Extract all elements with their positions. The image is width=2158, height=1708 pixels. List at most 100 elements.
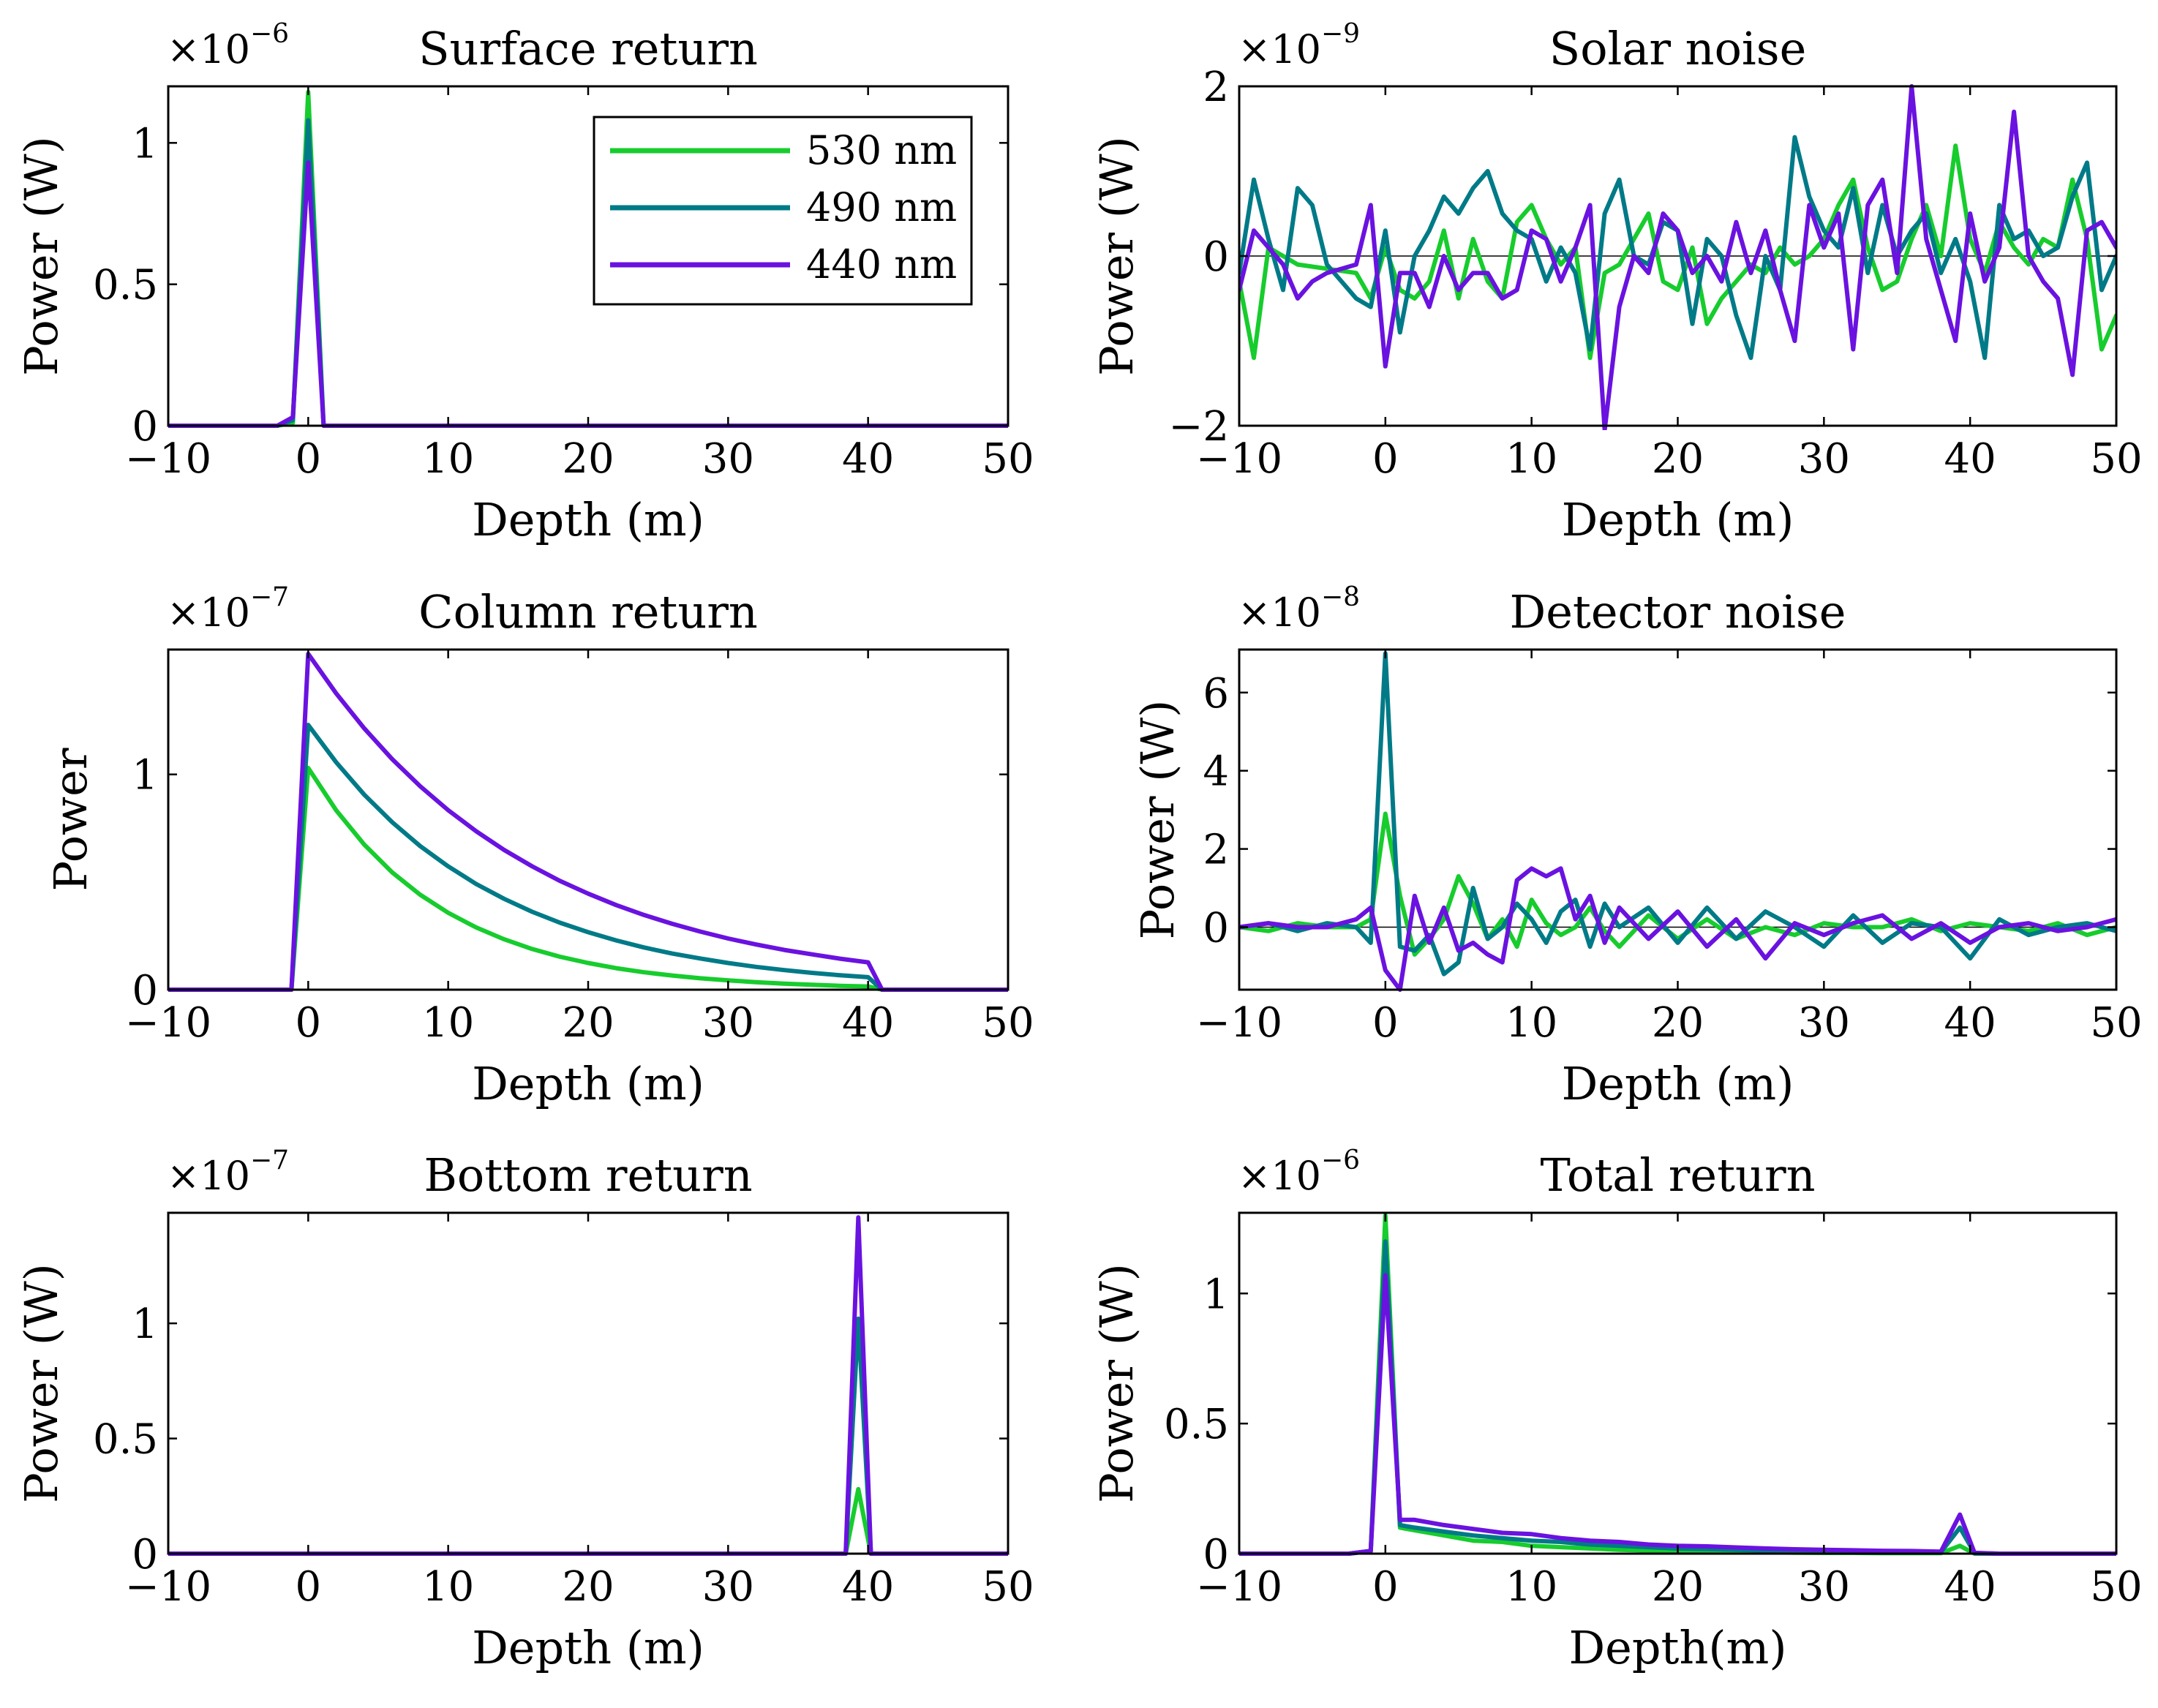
series-column-490-nm: [168, 723, 1008, 992]
y-tick-label: 4: [1203, 748, 1229, 796]
y-tick-label: 0.5: [1164, 1401, 1229, 1448]
multiplier-base: ×10: [1238, 1153, 1321, 1199]
x-axis-label: Depth (m): [1562, 1057, 1794, 1110]
x-tick-label: 10: [422, 1563, 474, 1611]
series-total-530-nm: [1239, 1213, 2116, 1556]
multiplier-exponent: −7: [250, 1145, 289, 1175]
x-tick-label: 30: [1798, 999, 1850, 1047]
axis-multiplier: ×10 −7: [167, 582, 289, 636]
y-axis-label: Power (W): [1131, 700, 1184, 940]
series-detector-440-nm: [1239, 866, 2116, 992]
axis-multiplier: ×10 −7: [167, 1145, 289, 1199]
x-tick-label: 20: [562, 1563, 614, 1611]
series-solar-440-nm: [1239, 84, 2116, 430]
x-tick-label: 40: [1944, 435, 1996, 483]
multiplier-base: ×10: [1238, 590, 1321, 636]
x-tick-label: −10: [125, 999, 211, 1047]
multiplier-base: ×10: [1238, 26, 1321, 72]
x-tick-label: 10: [1505, 435, 1557, 483]
y-tick-label: 1: [132, 120, 158, 168]
y-tick-label: −2: [1168, 403, 1229, 451]
y-tick-label: 2: [1203, 827, 1229, 874]
x-tick-label: 50: [982, 435, 1034, 483]
y-tick-label: 6: [1203, 670, 1229, 718]
multiplier-base: ×10: [167, 1153, 250, 1199]
x-tick-label: 10: [1505, 999, 1557, 1047]
y-axis-label: Power (W): [15, 1263, 68, 1503]
legend-label: 490 nm: [806, 184, 957, 230]
y-tick-label: 0: [1203, 904, 1229, 952]
x-tick-label: 50: [2090, 999, 2142, 1047]
x-tick-label: 20: [1652, 1563, 1704, 1611]
series-bottom-530-nm: [168, 1486, 1008, 1556]
x-tick-label: 50: [982, 999, 1034, 1047]
x-tick-label: −10: [1196, 435, 1282, 483]
legend-label: 530 nm: [806, 127, 957, 173]
legend-item: 440 nm: [610, 241, 957, 287]
x-tick-label: −10: [125, 1563, 211, 1611]
x-tick-label: 10: [422, 999, 474, 1047]
x-tick-label: 40: [1944, 999, 1996, 1047]
x-tick-label: 20: [1652, 999, 1704, 1047]
x-tick-label: −10: [1196, 1563, 1282, 1611]
x-tick-label: 0: [1372, 1563, 1399, 1611]
x-tick-label: 50: [2090, 435, 2142, 483]
panel-title: Detector noise: [1510, 585, 1846, 639]
x-tick-label: 20: [1652, 435, 1704, 483]
y-tick-label: 0.5: [93, 262, 158, 309]
x-tick-label: 50: [2090, 1563, 2142, 1611]
x-tick-label: 0: [1372, 999, 1399, 1047]
multiplier-exponent: −7: [250, 582, 289, 612]
multiplier-exponent: −6: [1321, 1145, 1360, 1175]
panel-title: Total return: [1540, 1148, 1815, 1202]
series-detector-490-nm: [1239, 651, 2116, 977]
panel-title: Surface return: [418, 22, 758, 75]
x-tick-label: 30: [702, 1563, 754, 1611]
y-tick-label: 0: [132, 403, 158, 451]
axes-frame: [167, 1211, 1010, 1555]
y-tick-label: 1: [132, 1301, 158, 1348]
x-tick-label: 0: [1372, 435, 1399, 483]
series-bottom-490-nm: [168, 1316, 1008, 1556]
panel-title: Solar noise: [1549, 22, 1807, 75]
y-tick-label: 0.5: [93, 1416, 158, 1464]
x-tick-label: 20: [562, 999, 614, 1047]
multiplier-exponent: −9: [1321, 19, 1360, 49]
series-solar-490-nm: [1239, 135, 2116, 361]
y-tick-label: 0: [132, 967, 158, 1015]
x-axis-label: Depth(m): [1568, 1621, 1786, 1674]
multiplier-exponent: −6: [250, 19, 289, 49]
multiplier-base: ×10: [167, 26, 250, 72]
x-tick-label: 30: [702, 435, 754, 483]
axis-multiplier: ×10 −9: [1238, 19, 1360, 72]
x-tick-label: 0: [296, 999, 322, 1047]
x-axis-label: Depth (m): [472, 493, 704, 546]
axis-multiplier: ×10 −6: [167, 19, 289, 72]
panel-title: Column return: [418, 585, 758, 639]
panel-detector: −10 0 10 20 30 40 50 0 2 4 6 Detector noise ×10 −8 Dep…: [1131, 582, 2143, 1110]
x-tick-label: 50: [982, 1563, 1034, 1611]
legend-item: 530 nm: [610, 127, 957, 173]
x-tick-label: 20: [562, 435, 614, 483]
x-tick-label: 30: [702, 999, 754, 1047]
x-tick-label: 40: [842, 435, 894, 483]
x-tick-label: 30: [1798, 435, 1850, 483]
y-tick-label: 2: [1203, 64, 1229, 111]
x-tick-label: −10: [125, 435, 211, 483]
y-tick-label: 1: [1203, 1271, 1229, 1318]
multiplier-exponent: −8: [1321, 582, 1360, 612]
series-solar-530-nm: [1239, 143, 2116, 361]
y-tick-label: 1: [132, 752, 158, 800]
x-tick-label: 40: [1944, 1563, 1996, 1611]
series-bottom-440-nm: [168, 1215, 1008, 1556]
legend: 530 nm 490 nm 440 nm: [593, 116, 973, 306]
x-axis-label: Depth (m): [472, 1057, 704, 1110]
x-tick-label: 0: [296, 435, 322, 483]
y-axis-label: Power (W): [1090, 136, 1143, 376]
x-tick-label: 30: [1798, 1563, 1850, 1611]
legend-label: 440 nm: [806, 241, 957, 287]
panel-solar: −10 0 10 20 30 40 50 −2 0 2 Solar noise ×10 −9 Depth …: [1090, 19, 2143, 546]
x-tick-label: 40: [842, 999, 894, 1047]
